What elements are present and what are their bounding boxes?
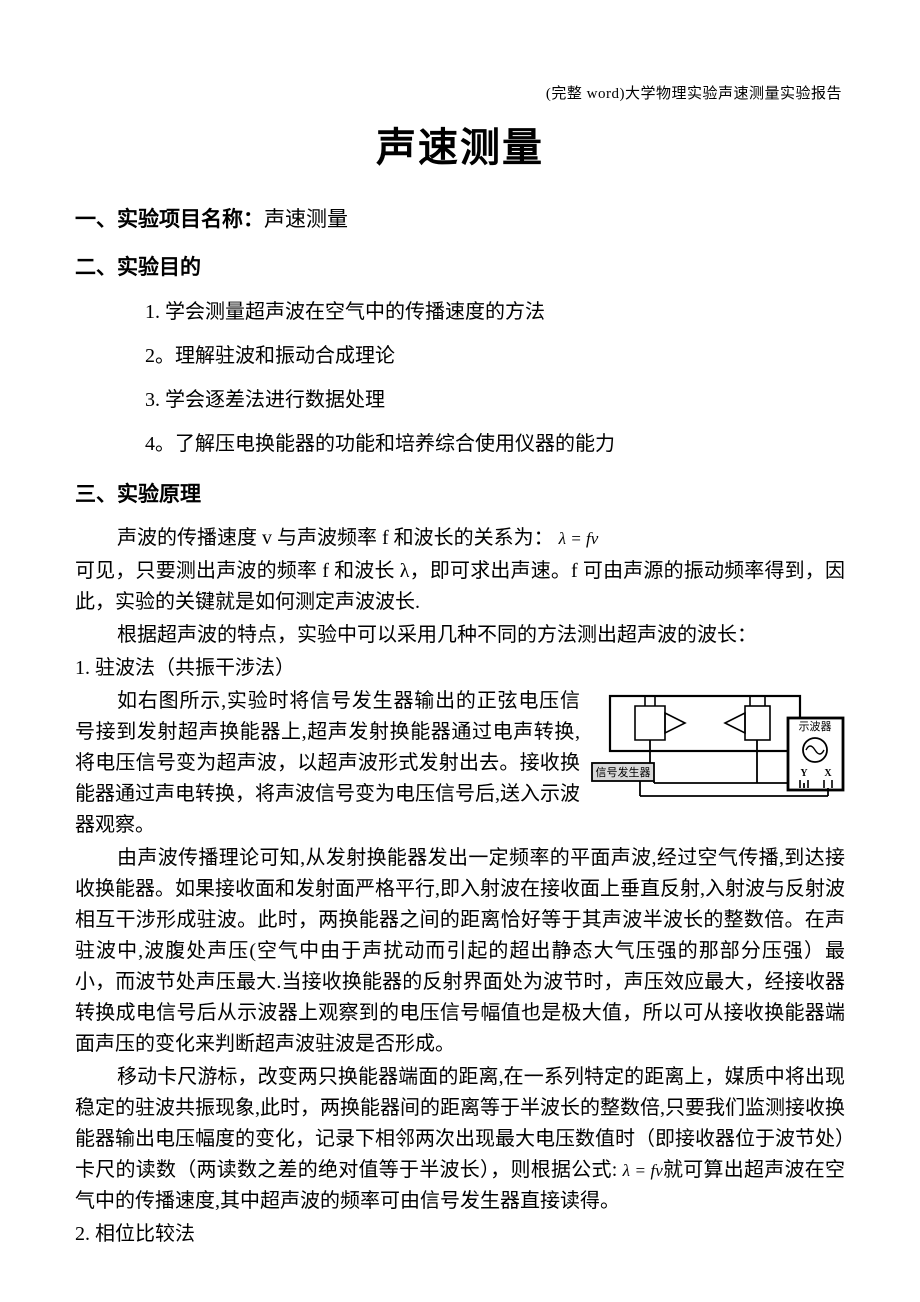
label-oscilloscope: 示波器 — [799, 720, 832, 733]
principle-p2: 可见，只要测出声波的频率 f 和波长 λ，即可求出声速。f 可由声源的振动频率得… — [75, 556, 845, 618]
header-note: (完整 word)大学物理实验声速测量实验报告 — [546, 82, 842, 103]
section-2-heading: 二、实验目的 — [75, 251, 845, 281]
section-1-label: 一、实验项目名称： — [75, 207, 264, 231]
label-signal-generator: 信号发生器 — [596, 765, 651, 779]
section-3-heading: 三、实验原理 — [75, 478, 845, 508]
page-title: 声速测量 — [75, 115, 845, 173]
principle-p1: 声波的传播速度 v 与声波频率 f 和波长的关系为： λ = fv — [75, 523, 845, 554]
goal-item-1: 1. 学会测量超声波在空气中的传播速度的方法 — [145, 296, 845, 328]
apparatus-diagram: 信号发生器 示波器 Y X — [590, 688, 845, 803]
label-y: Y — [800, 768, 808, 779]
section-1-heading: 一、实验项目名称：声速测量 — [75, 203, 845, 233]
label-x: X — [824, 768, 832, 779]
goal-item-4: 4。了解压电换能器的功能和培养综合使用仪器的能力 — [145, 428, 845, 460]
goal-item-2: 2。理解驻波和振动合成理论 — [145, 340, 845, 372]
formula-lambda-fv-2: λ = fv — [623, 1161, 663, 1180]
section-1-value: 声速测量 — [264, 207, 348, 231]
apparatus-svg: 信号发生器 示波器 Y X — [590, 688, 845, 803]
goal-item-3: 3. 学会逐差法进行数据处理 — [145, 384, 845, 416]
principle-p3: 根据超声波的特点，实验中可以采用几种不同的方法测出超声波的波长： — [75, 620, 845, 651]
principle-p6: 移动卡尺游标，改变两只换能器端面的距离,在一系列特定的距离上，媒质中将出现稳定的… — [75, 1062, 845, 1217]
method-1-title: 1. 驻波法（共振干涉法） — [75, 653, 845, 684]
principle-p1-text: 声波的传播速度 v 与声波频率 f 和波长的关系为： — [117, 527, 554, 549]
method-2-title: 2. 相位比较法 — [75, 1219, 845, 1250]
formula-lambda-fv: λ = fv — [559, 529, 599, 548]
principle-p5: 由声波传播理论可知,从发射换能器发出一定频率的平面声波,经过空气传播,到达接收换… — [75, 843, 845, 1060]
